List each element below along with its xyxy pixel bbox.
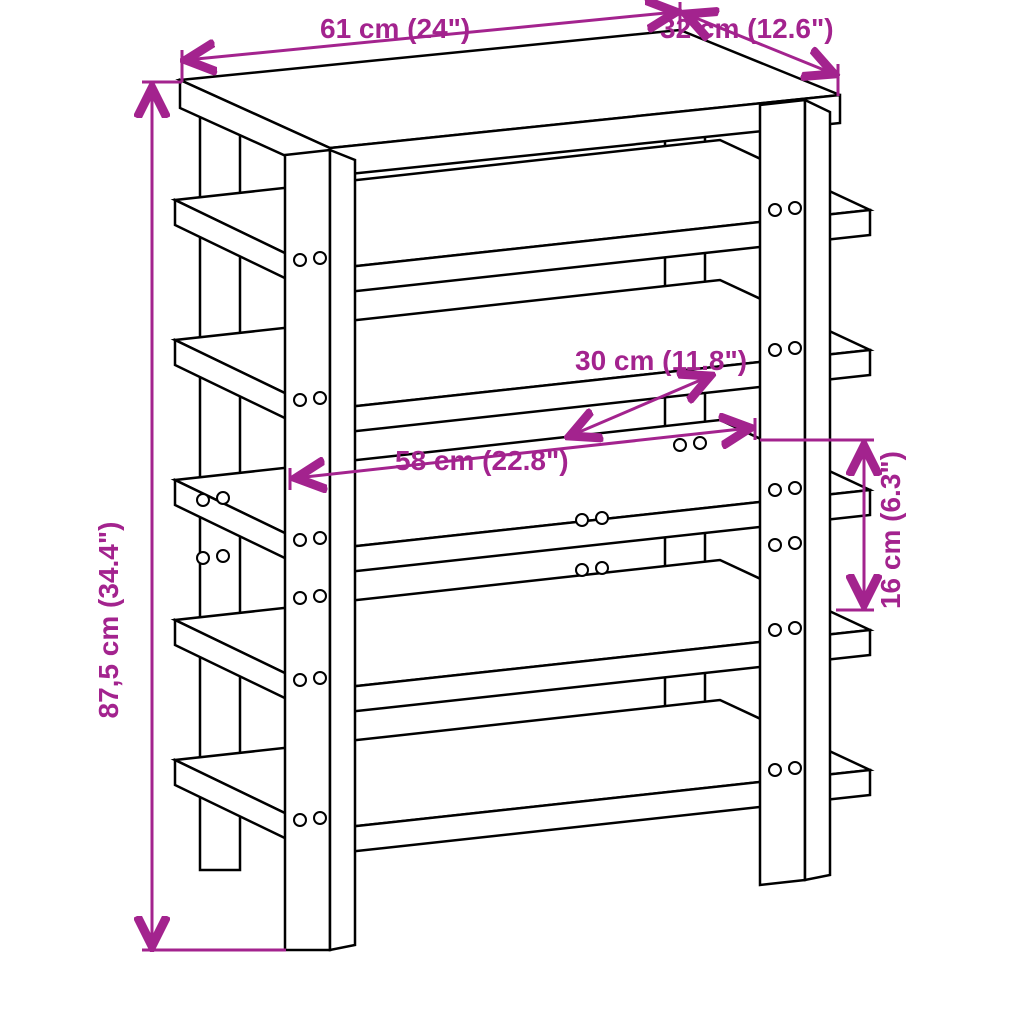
- dim-width-top-label: 61 cm (24"): [320, 13, 470, 44]
- shelf-unit: [175, 30, 870, 950]
- front-left-leg: [285, 150, 355, 950]
- dim-height-label: 87,5 cm (34.4"): [93, 522, 124, 719]
- dim-shelf-depth-label: 30 cm (11.8"): [575, 345, 747, 376]
- dimension-drawing: 61 cm (24") 32 cm (12.6") 87,5 cm (34.4"…: [0, 0, 1024, 1024]
- dim-depth-top-label: 32 cm (12.6"): [660, 13, 834, 44]
- dim-gap-label: 16 cm (6.3"): [875, 451, 906, 609]
- dim-shelf-width-label: 58 cm (22.8"): [395, 445, 569, 476]
